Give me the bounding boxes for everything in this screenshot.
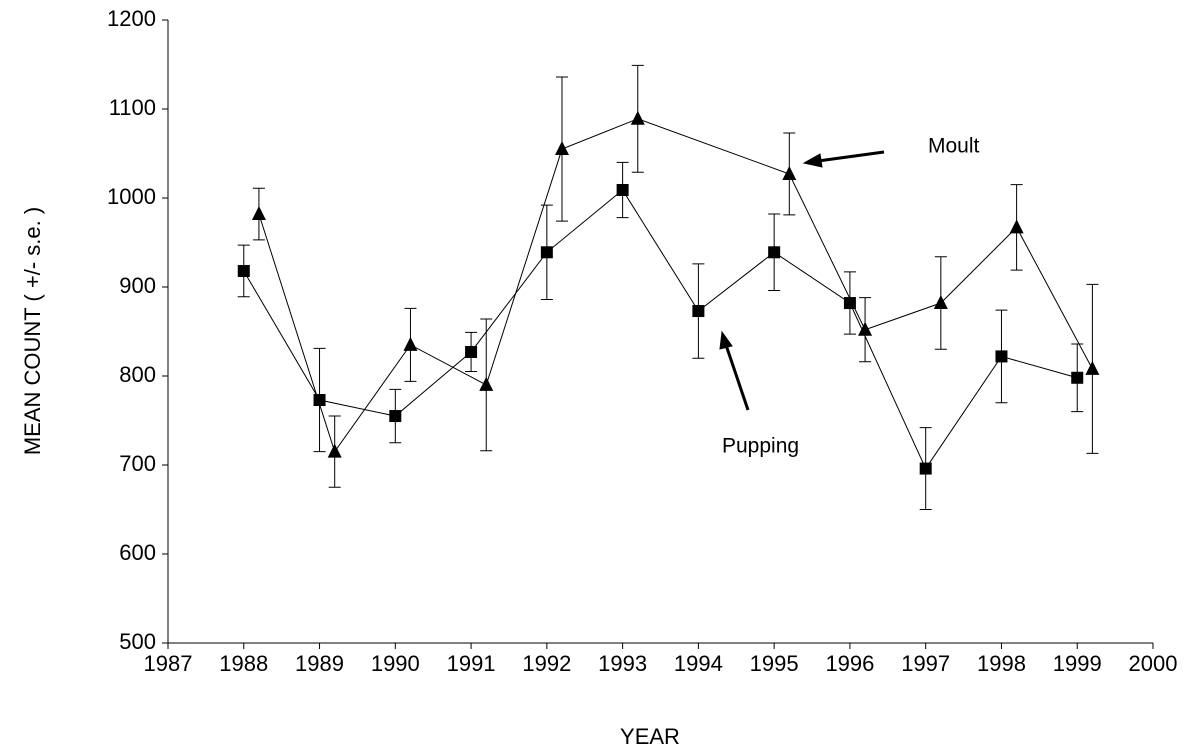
x-tick-label: 1988	[219, 651, 268, 676]
marker	[251, 206, 266, 221]
marker	[313, 394, 326, 407]
marker	[919, 462, 932, 475]
marker	[995, 350, 1008, 363]
x-tick-label: 1992	[522, 651, 571, 676]
marker	[933, 295, 948, 310]
marker	[555, 141, 569, 156]
marker	[540, 246, 553, 259]
marker	[782, 165, 797, 180]
x-tick-label: 1999	[1053, 651, 1102, 676]
x-tick-label: 1996	[825, 651, 874, 676]
marker	[616, 183, 629, 196]
marker	[479, 376, 494, 391]
y-tick-label: 600	[119, 540, 156, 565]
marker	[1085, 360, 1100, 375]
x-tick-label: 1991	[447, 651, 496, 676]
x-tick-label: 1989	[295, 651, 344, 676]
x-tick-label: 1998	[977, 651, 1026, 676]
marker	[389, 410, 402, 423]
marker	[1009, 219, 1024, 234]
annotation-arrow	[802, 150, 885, 168]
series-line	[243, 189, 1078, 470]
y-tick-label: 900	[119, 273, 156, 298]
marker	[403, 336, 418, 351]
annotation: Moult	[928, 135, 980, 158]
marker	[1071, 371, 1084, 384]
x-tick-label: 2000	[1129, 651, 1178, 676]
x-tick-label: 1994	[674, 651, 723, 676]
x-tick-label: 1987	[144, 651, 193, 676]
y-tick-label: 800	[119, 362, 156, 387]
y-tick-label: 1100	[109, 95, 156, 120]
y-tick-label: 1000	[107, 184, 156, 209]
series-line	[258, 118, 1093, 453]
marker	[692, 305, 705, 318]
x-tick-label: 1993	[598, 651, 647, 676]
x-tick-label: 1995	[750, 651, 799, 676]
y-tick-label: 1200	[107, 6, 156, 31]
marker	[858, 321, 873, 336]
y-tick-label: 500	[119, 629, 156, 654]
marker	[465, 345, 478, 358]
marker	[630, 110, 645, 125]
x-tick-label: 1990	[371, 651, 420, 676]
marker	[768, 246, 781, 259]
y-axis-label: MEAN COUNT ( +/- s.e. )	[20, 207, 45, 455]
x-axis-label: YEAR	[620, 724, 680, 749]
marker	[327, 443, 342, 458]
y-tick-label: 700	[119, 451, 156, 476]
marker	[237, 264, 250, 277]
annotation: Pupping	[722, 435, 799, 458]
marker	[843, 297, 856, 310]
annotation-arrow	[719, 330, 750, 411]
x-tick-label: 1997	[901, 651, 950, 676]
